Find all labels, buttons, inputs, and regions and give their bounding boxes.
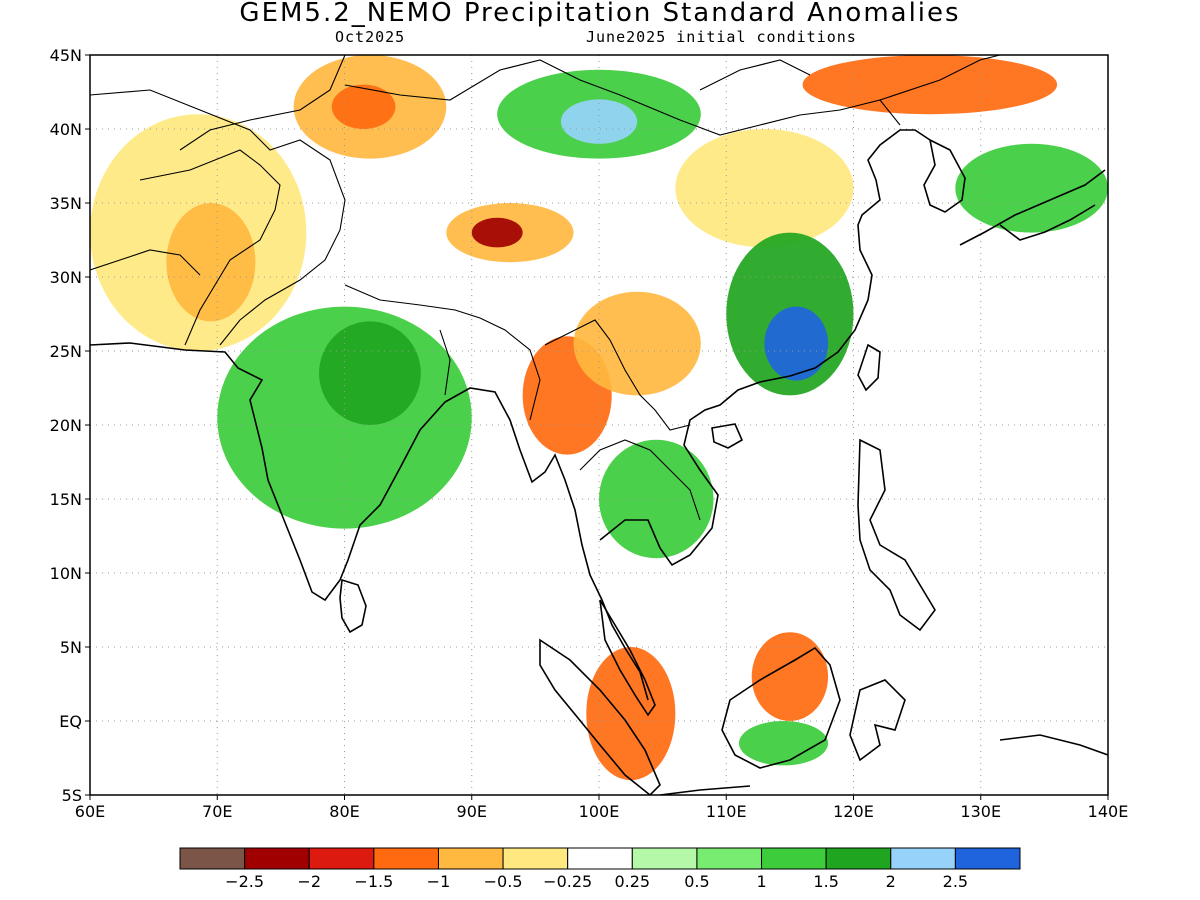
colorbar-swatch: [696, 847, 763, 870]
colorbar-label: −0.25: [543, 872, 592, 891]
coastlines: [90, 129, 1108, 795]
colorbar-swatch: [179, 847, 246, 870]
map-title: GEM5.2_NEMO Precipitation Standard Anoma…: [239, 0, 961, 28]
y-tick-label: 25N: [50, 342, 82, 361]
coastline-sri-lanka: [339, 578, 367, 634]
x-tick-label: 110E: [706, 802, 747, 821]
x-tick-label: 130E: [960, 802, 1001, 821]
anomaly-region: [586, 647, 676, 781]
anomaly-region: [955, 143, 1108, 233]
coastline-malay: [599, 599, 656, 717]
anomaly-region: [738, 721, 829, 766]
colorbar-swatch: [890, 847, 956, 870]
y-tick-label: 35N: [50, 194, 82, 213]
anomaly-region: [675, 129, 854, 248]
colorbar-swatch: [437, 847, 504, 870]
colorbar: −2.5 −2 −1.5 −1 −0.5 −0.25 0.25 0.5 1 1.5 2 2.5: [179, 847, 1021, 891]
colorbar-swatch: [954, 847, 1021, 870]
colorbar-label: −0.5: [484, 872, 523, 891]
colorbar-label: 0.5: [684, 872, 709, 891]
coastline-sulawesi: [849, 679, 906, 762]
x-tick-label: 120E: [833, 802, 874, 821]
coastline-new-guinea: [999, 734, 1108, 756]
y-tick-label: 40N: [50, 120, 82, 139]
x-tick-label: 90E: [457, 802, 487, 821]
anomaly-region: [599, 439, 714, 559]
anomaly-region: [751, 632, 829, 721]
coastline-sumatra: [539, 638, 661, 795]
colorbar-swatch: [761, 847, 827, 870]
coastline-japan: [959, 169, 1106, 246]
colorbar-swatch: [567, 847, 633, 870]
colorbar-label: −2: [297, 872, 321, 891]
colorbar-label: 1: [756, 872, 766, 891]
anomaly-region: [331, 84, 396, 129]
colorbar-label: 2: [886, 872, 896, 891]
colorbar-swatch: [308, 847, 375, 870]
coastline-borneo: [721, 646, 841, 769]
colorbar-swatch: [244, 847, 310, 870]
coastline-java: [659, 785, 751, 795]
coastline-east-asia: [599, 129, 931, 567]
anomaly-region: [166, 203, 256, 322]
colorbar-swatch: [825, 847, 892, 870]
x-tick-label: 100E: [579, 802, 620, 821]
coastline-korea: [923, 138, 966, 213]
colorbar-label: 2.5: [943, 872, 968, 891]
coastline-south-asia: [90, 342, 649, 701]
y-tick-label: 5S: [62, 786, 82, 805]
y-tick-label: 20N: [50, 416, 82, 435]
x-tick-label: 140E: [1088, 802, 1129, 821]
anomaly-fill-layer: [90, 55, 1108, 781]
coastline-taiwan: [857, 343, 881, 392]
colorbar-label: −2.5: [225, 872, 264, 891]
colorbar-swatch: [373, 847, 439, 870]
y-tick-label: EQ: [59, 712, 82, 731]
colorbar-swatch: [502, 847, 569, 870]
anomaly-region: [764, 306, 829, 381]
coastline-philippines: [857, 438, 936, 632]
x-tick-label: 70E: [202, 802, 232, 821]
x-tick-label: 80E: [329, 802, 359, 821]
colorbar-label: 0.25: [614, 872, 650, 891]
y-tick-label: 15N: [50, 490, 82, 509]
colorbar-label: 1.5: [813, 872, 838, 891]
longitude-axis: 60E 70E 80E 90E 100E 110E 120E 130E 140E: [75, 795, 1129, 821]
colorbar-label: −1.5: [354, 872, 393, 891]
y-tick-label: 30N: [50, 268, 82, 287]
anomaly-region: [802, 55, 1058, 115]
colorbar-swatch: [631, 847, 698, 870]
valid-month-label: Oct2025: [335, 28, 406, 46]
anomaly-region: [319, 321, 421, 426]
anomaly-region: [471, 217, 523, 248]
anomaly-region: [573, 291, 701, 396]
colorbar-label: −1: [427, 872, 451, 891]
coastline-hainan: [711, 423, 744, 449]
y-tick-label: 45N: [50, 46, 82, 65]
x-tick-label: 60E: [75, 802, 105, 821]
initial-conditions-label: June2025 initial conditions: [586, 28, 857, 46]
country-borders: [90, 55, 1001, 521]
latitude-axis: 45N 40N 35N 30N 25N 20N 15N 10N 5N EQ 5S: [50, 46, 90, 805]
y-tick-label: 5N: [60, 638, 82, 657]
y-tick-label: 10N: [50, 564, 82, 583]
